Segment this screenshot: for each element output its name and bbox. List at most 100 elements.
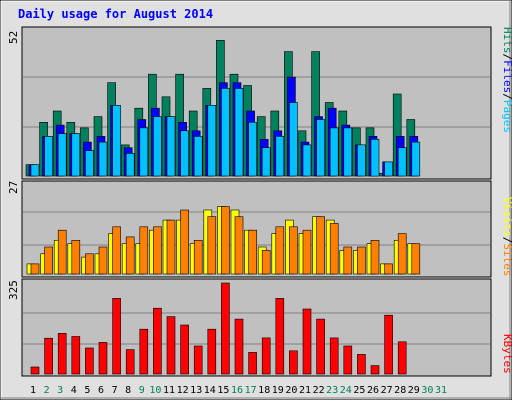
middle-max-label: 27 [7, 181, 20, 194]
day-label-26: 26 [367, 385, 379, 396]
day-label-21: 21 [299, 385, 311, 396]
bar-sites-day-3 [57, 229, 67, 275]
bar-sites-day-1 [30, 263, 40, 275]
bar-kbytes-day-9 [139, 328, 149, 375]
day-label-15: 15 [217, 385, 229, 396]
bar-sites-day-12 [180, 209, 189, 275]
bar-sites-day-21 [302, 229, 312, 275]
bar-kbytes-day-14 [207, 328, 217, 375]
bar-pages-day-2 [44, 136, 53, 177]
chart-title: Daily usage for August 2014 [18, 7, 213, 21]
day-label-16: 16 [231, 385, 243, 396]
bar-pages-day-29 [411, 141, 421, 177]
bar-kbytes-day-15 [221, 282, 230, 375]
bars-visits-sites [26, 206, 421, 275]
legend-visits: Visits [501, 197, 512, 237]
day-label-5: 5 [84, 385, 90, 396]
bar-sites-day-18 [261, 250, 271, 275]
day-label-17: 17 [245, 385, 257, 396]
bar-sites-day-11 [166, 219, 176, 275]
bar-pages-day-16 [234, 88, 244, 177]
day-label-7: 7 [112, 385, 118, 396]
bar-sites-day-29 [411, 243, 421, 275]
bar-pages-day-18 [261, 147, 271, 177]
bar-pages-day-15 [221, 88, 230, 177]
bar-kbytes-day-8 [125, 349, 135, 375]
bar-kbytes-day-27 [384, 314, 393, 375]
day-label-13: 13 [190, 385, 202, 396]
legend-sep-3: / [501, 237, 512, 244]
bar-kbytes-day-6 [98, 342, 108, 375]
bar-sites-day-13 [193, 240, 203, 275]
bar-pages-day-20 [289, 102, 298, 177]
bar-pages-day-1 [30, 164, 40, 177]
bar-pages-day-4 [71, 133, 81, 177]
bar-kbytes-day-22 [316, 318, 325, 375]
legend-sites: Sites [501, 243, 512, 276]
bar-pages-day-17 [248, 122, 257, 177]
bar-sites-day-20 [289, 226, 298, 275]
day-label-9: 9 [139, 385, 145, 396]
bar-pages-day-25 [357, 144, 366, 177]
bar-pages-day-10 [153, 116, 162, 177]
bar-sites-day-24 [343, 246, 353, 275]
day-label-12: 12 [177, 385, 189, 396]
bar-sites-day-4 [71, 240, 81, 275]
bar-sites-day-26 [370, 240, 380, 275]
day-label-4: 4 [71, 385, 77, 396]
bar-sites-day-14 [207, 216, 217, 275]
bar-kbytes-day-13 [193, 345, 203, 375]
day-label-30: 30 [421, 385, 433, 396]
bar-kbytes-day-19 [275, 298, 285, 375]
legend-pages: Pages [501, 100, 512, 133]
bar-pages-day-9 [139, 127, 149, 177]
bar-kbytes-day-7 [112, 298, 121, 375]
bar-kbytes-day-21 [302, 308, 312, 375]
day-label-20: 20 [285, 385, 297, 396]
bar-kbytes-day-2 [44, 337, 53, 375]
day-label-14: 14 [204, 385, 216, 396]
bar-pages-day-24 [343, 127, 353, 177]
day-label-3: 3 [57, 385, 63, 396]
bar-sites-day-22 [316, 216, 325, 275]
bar-sites-day-28 [397, 233, 407, 275]
bar-kbytes-day-5 [85, 347, 94, 375]
day-label-2: 2 [44, 385, 50, 396]
bar-pages-day-11 [166, 116, 176, 177]
day-label-27: 27 [381, 385, 393, 396]
bar-pages-day-12 [180, 130, 189, 177]
bar-pages-day-8 [125, 153, 135, 177]
bar-pages-day-21 [302, 144, 312, 177]
bars-kbytes [30, 282, 407, 375]
bar-sites-day-27 [384, 263, 393, 275]
bar-kbytes-day-26 [370, 365, 380, 375]
bar-sites-day-5 [85, 253, 94, 275]
bar-pages-day-28 [397, 147, 407, 177]
legend-hits: Hits [501, 27, 512, 54]
bar-pages-day-27 [384, 161, 393, 177]
day-label-10: 10 [149, 385, 161, 396]
bar-pages-day-19 [275, 136, 285, 177]
bottom-max-label: 325 [7, 280, 20, 300]
bar-sites-day-7 [112, 226, 121, 275]
bar-kbytes-day-17 [248, 352, 257, 375]
bar-sites-day-17 [248, 229, 257, 275]
day-label-29: 29 [408, 385, 420, 396]
bar-sites-day-9 [139, 226, 149, 275]
bar-sites-day-19 [275, 226, 285, 275]
bar-kbytes-day-28 [397, 341, 407, 375]
bar-kbytes-day-23 [329, 337, 339, 375]
legend-top: Hits/Files/Pages [501, 27, 512, 133]
bar-kbytes-day-24 [343, 345, 353, 375]
bar-sites-day-2 [44, 246, 53, 275]
bar-kbytes-day-4 [71, 336, 81, 375]
day-label-19: 19 [272, 385, 284, 396]
day-label-23: 23 [326, 385, 338, 396]
bar-kbytes-day-3 [57, 333, 67, 375]
day-label-24: 24 [340, 385, 352, 396]
bar-sites-day-10 [153, 226, 162, 275]
day-label-31: 31 [435, 385, 447, 396]
legend-kbytes: KBytes [501, 334, 512, 374]
bar-pages-day-5 [85, 150, 94, 177]
